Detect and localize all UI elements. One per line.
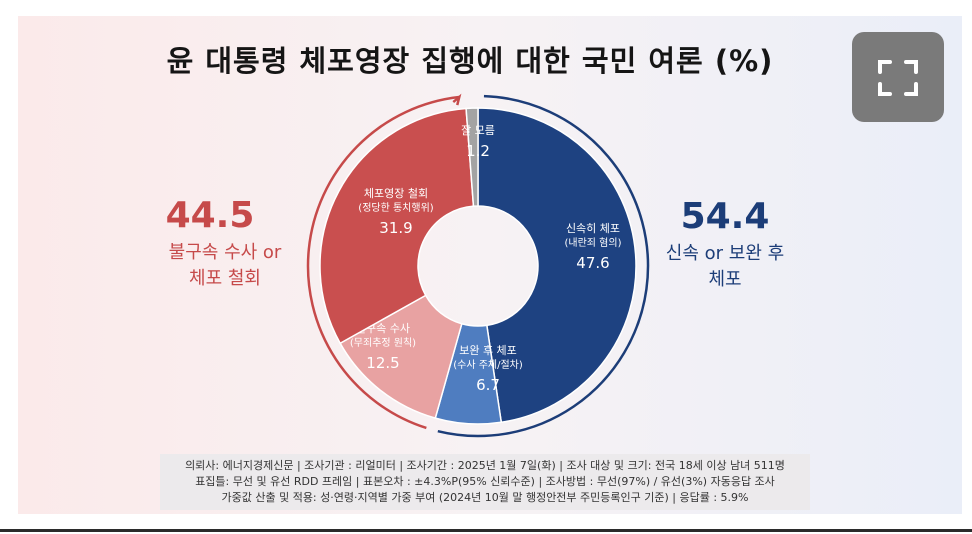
divider	[0, 529, 972, 532]
donut-slice	[319, 107, 475, 345]
fullscreen-icon	[878, 60, 918, 96]
footnote-line-3: 가중값 산출 및 적용: 성·연령·지역별 가중 부여 (2024년 10월 말…	[221, 491, 749, 504]
donut-slice	[465, 107, 479, 207]
fullscreen-button[interactable]	[852, 32, 944, 122]
chart-title: 윤 대통령 체포영장 집행에 대한 국민 여론 (%)	[166, 44, 774, 78]
group-right-label-line1: 신속 or 보완 후	[665, 243, 785, 264]
group-left-value: 44.5	[165, 195, 255, 236]
slice-label: 신속히 체포	[566, 221, 620, 235]
slice-label: 잘 모름	[461, 124, 495, 137]
slice-value-label: 1.2	[466, 142, 490, 160]
donut-slice	[477, 107, 637, 424]
slice-value-label: 12.5	[366, 354, 399, 372]
group-left-label-line2: 체포 철회	[189, 268, 261, 289]
group-arc-left-arrowhead	[452, 93, 462, 106]
group-left-label: 불구속 수사 or 체포 철회	[140, 240, 310, 292]
slice-sublabel: (내란죄 혐의)	[565, 237, 622, 249]
slice-value-label: 31.9	[379, 219, 412, 237]
slice-sublabel: (정당한 통치행위)	[358, 201, 433, 214]
slice-label: 보완 후 체포	[459, 344, 517, 357]
group-right-value: 54.4	[680, 196, 770, 237]
chart-card	[18, 16, 962, 514]
group-right-label: 신속 or 보완 후 체포	[640, 241, 810, 293]
group-left-label-line1: 불구속 수사 or	[168, 242, 282, 263]
survey-footnote: 의뢰사: 에너지경제신문 | 조사기관 : 리얼미터 | 조사기간 : 2025…	[160, 454, 810, 510]
group-right-label-line2: 체포	[708, 269, 742, 290]
slice-value-label: 6.7	[476, 376, 500, 394]
slice-value-label: 47.6	[576, 254, 609, 272]
group-arc-right	[437, 94, 650, 438]
slice-sublabel: (무죄추정 원칙)	[350, 337, 416, 349]
footnote-line-1: 의뢰사: 에너지경제신문 | 조사기관 : 리얼미터 | 조사기간 : 2025…	[185, 459, 785, 472]
group-arc-left	[306, 95, 460, 430]
slice-sublabel: (수사 주체/절차)	[453, 358, 523, 371]
slice-label: 체포영장 철회	[364, 187, 428, 200]
footnote-line-2: 표집틀: 무선 및 유선 RDD 프레임 | 표본오차 : ±4.3%P(95%…	[195, 475, 775, 488]
